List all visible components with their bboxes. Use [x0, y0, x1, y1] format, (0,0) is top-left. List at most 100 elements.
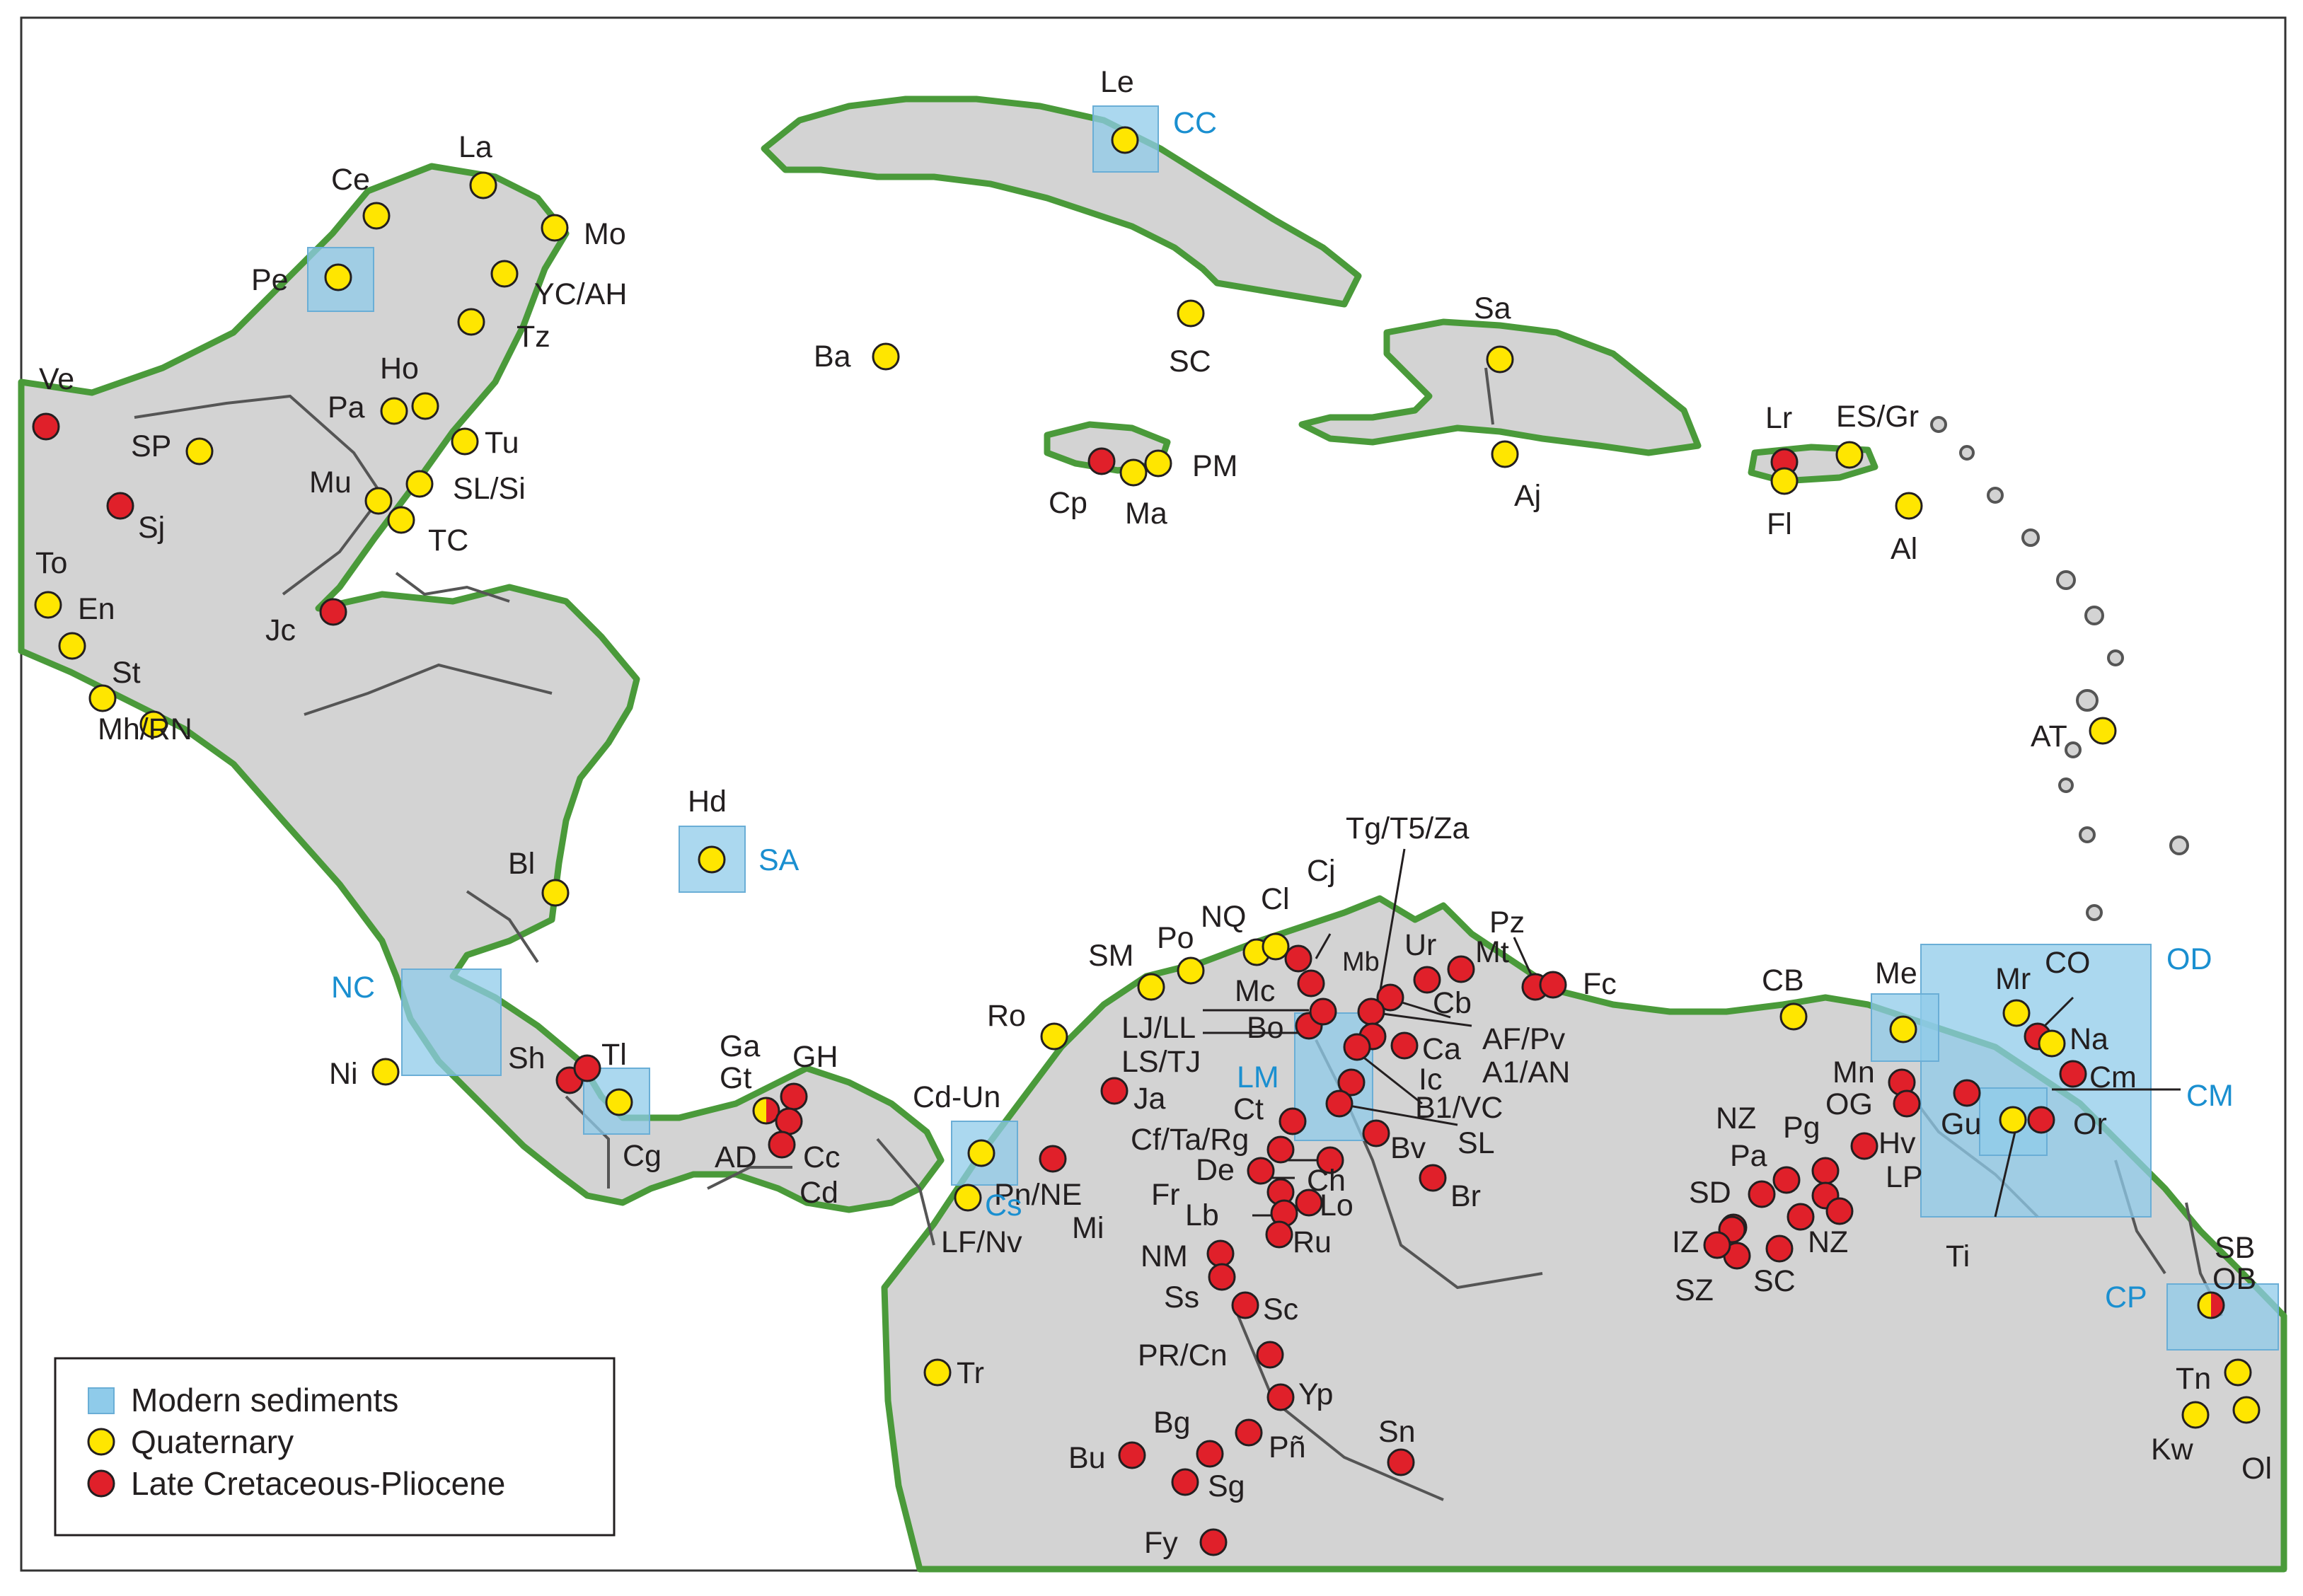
site-label-st: St: [112, 656, 141, 690]
site-label-tl: Tl: [601, 1038, 627, 1072]
site-label-sm: SM: [1088, 939, 1134, 973]
site-marker-mt: [1447, 955, 1475, 983]
site-label-yc: YC/AH: [534, 277, 627, 311]
site-marker-cftarg: [1266, 1135, 1295, 1164]
site-marker-sa: [1486, 345, 1514, 374]
site-label-de: De: [1196, 1153, 1235, 1187]
site-label-fl: Fl: [1767, 507, 1792, 541]
site-label-tr: Tr: [957, 1356, 984, 1390]
site-label-lr: Lr: [1765, 401, 1792, 435]
site-label-ma: Ma: [1125, 497, 1167, 531]
site-marker-ss: [1208, 1263, 1236, 1291]
site-label-sz: SZ: [1675, 1273, 1714, 1307]
site-marker-po: [1177, 956, 1205, 985]
site-marker-lfnv: [954, 1184, 982, 1212]
site-marker-gh: [780, 1082, 808, 1111]
site-label-gt: Gt: [720, 1061, 751, 1095]
site-label-ol: Ol: [2241, 1452, 2272, 1486]
site-label-cs: Cs: [985, 1189, 1022, 1222]
site-label-ct: Ct: [1233, 1092, 1264, 1126]
site-label-mt: Mt: [1475, 935, 1509, 969]
site-label-od: OD: [2166, 942, 2212, 976]
site-marker-ma: [1119, 458, 1148, 487]
site-marker-bl: [541, 879, 570, 907]
site-label-aj: Aj: [1514, 479, 1541, 513]
site-label-bg: Bg: [1153, 1406, 1191, 1440]
site-label-pn: Pñ: [1269, 1430, 1306, 1464]
site-marker-ic2: [1343, 1033, 1371, 1061]
site-label-cb: Cb: [1433, 986, 1472, 1020]
site-label-sg: Sg: [1208, 1469, 1245, 1503]
site-marker-ru: [1265, 1220, 1293, 1249]
site-label-ho: Ho: [380, 352, 419, 386]
site-marker-to: [34, 591, 62, 619]
site-marker-pg: [1811, 1157, 1840, 1185]
site-label-cm: CM: [2186, 1079, 2234, 1113]
site-label-nc: NC: [331, 971, 375, 1005]
site-marker-mo: [541, 214, 569, 242]
site-marker-cl: [1262, 932, 1290, 961]
site-marker-tr: [923, 1358, 952, 1387]
site-marker-ca: [1390, 1031, 1419, 1060]
site-label-ch: Ch: [1307, 1164, 1346, 1198]
site-marker-ch: [1316, 1146, 1344, 1174]
site-label-sc1: SC: [1169, 345, 1211, 378]
site-marker-yc: [490, 260, 519, 288]
site-label-tu: Tu: [485, 426, 519, 460]
site-marker-sb: [2197, 1291, 2225, 1319]
site-label-mb: Mb: [1342, 947, 1380, 977]
site-marker-nz1: [1748, 1180, 1776, 1208]
site-label-ro: Ro: [987, 999, 1026, 1033]
site-marker-mu: [364, 487, 393, 515]
site-label-ga: Ga: [720, 1029, 760, 1063]
legend-quaternary-label: Quaternary: [131, 1423, 294, 1460]
site-label-cd: Cd: [800, 1176, 838, 1210]
site-label-na: Na: [2070, 1022, 2108, 1056]
site-label-cp: Cp: [1049, 486, 1087, 520]
site-marker-cj: [1284, 944, 1312, 973]
site-marker-b1vc: [1337, 1068, 1366, 1097]
site-label-pz: Pz: [1489, 906, 1525, 939]
site-marker-b1vc2: [1325, 1089, 1353, 1118]
landmass-mexico-central-america: [18, 163, 945, 1213]
site-marker-cb: [1376, 983, 1404, 1012]
site-label-mo: Mo: [584, 217, 626, 251]
site-label-sb: SB: [2215, 1231, 2255, 1265]
site-label-a1an: A1/AN: [1482, 1056, 1570, 1089]
site-marker-al: [1895, 492, 1923, 520]
site-label-or: Or: [2073, 1107, 2107, 1141]
site-marker-ur: [1413, 966, 1441, 994]
site-label-nq: NQ: [1201, 900, 1247, 934]
site-marker-le: [1111, 126, 1139, 154]
site-label-jc: Jc: [265, 613, 296, 647]
site-marker-tu: [451, 427, 479, 456]
site-label-cl: Cl: [1261, 882, 1290, 916]
site-marker-prcn: [1256, 1341, 1284, 1369]
site-marker-sj: [106, 492, 134, 520]
site-marker-jc: [319, 598, 347, 626]
site-marker-bu: [1118, 1441, 1146, 1469]
site-label-ba: Ba: [814, 340, 851, 374]
site-marker-cp: [1087, 447, 1116, 475]
site-label-pe: Pe: [251, 263, 289, 297]
site-marker-ni: [371, 1058, 400, 1086]
site-label-bv: Bv: [1390, 1131, 1426, 1165]
site-marker-pnne: [1039, 1145, 1067, 1173]
site-marker-tc: [387, 506, 415, 534]
site-label-ic: Ic: [1419, 1063, 1442, 1097]
site-marker-afpv: [1357, 998, 1385, 1026]
site-label-prcn: PR/Cn: [1138, 1338, 1228, 1372]
site-label-ca: Ca: [1422, 1032, 1461, 1066]
site-label-cg: Cg: [623, 1139, 662, 1173]
site-label-bo: Bo: [1247, 1011, 1284, 1045]
site-label-ce: Ce: [331, 163, 370, 197]
site-marker-hd: [698, 845, 726, 874]
site-labels: Le CC Ce La Mo Pe YC/AH Tz Ho Pa Tu SL/Si Mu TC SP Ve Sj…: [35, 65, 2272, 1560]
site-label-pg: Pg: [1783, 1111, 1820, 1145]
site-marker-pa2: [1772, 1166, 1801, 1194]
site-marker-tn: [2224, 1358, 2252, 1387]
site-label-la: La: [458, 130, 492, 164]
site-marker-ad: [768, 1130, 796, 1159]
site-label-ad: AD: [715, 1140, 757, 1174]
site-label-cm: Cm: [2089, 1060, 2137, 1094]
